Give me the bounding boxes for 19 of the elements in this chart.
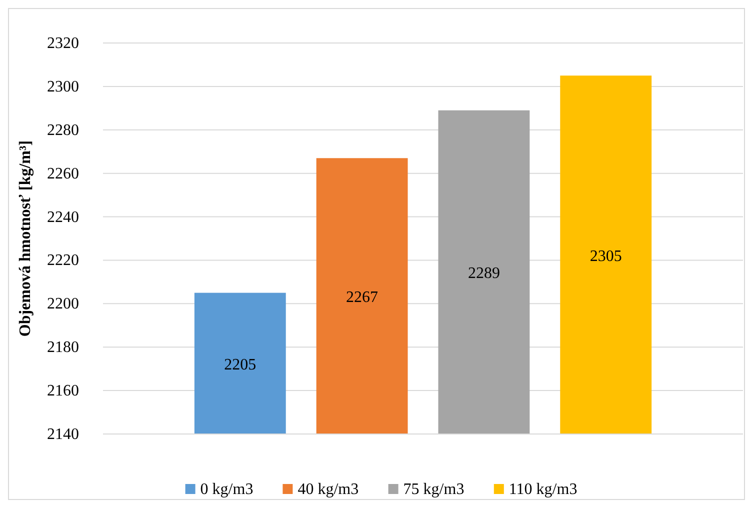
data-label: 2205 (224, 356, 256, 374)
data-label: 2289 (468, 265, 500, 282)
legend-label: 110 kg/m3 (508, 481, 578, 498)
y-tick-label: 2280 (47, 122, 79, 139)
y-axis-title: Objemová hmotnosť [kg/m³] (17, 140, 34, 337)
legend-label: 0 kg/m3 (200, 481, 254, 498)
y-tick-label: 2140 (47, 426, 79, 443)
data-label: 2267 (346, 289, 378, 306)
y-tick-label: 2320 (47, 35, 79, 52)
y-tick-label: 2200 (47, 296, 79, 313)
y-tick-label: 2300 (47, 78, 79, 96)
y-tick-label: 2180 (47, 339, 79, 356)
y-tick-label: 2220 (47, 252, 79, 270)
data-label: 2305 (590, 248, 622, 265)
y-tick-label: 2260 (47, 165, 79, 182)
legend-label: 75 kg/m3 (403, 481, 464, 498)
y-tick-label: 2160 (47, 382, 79, 400)
legend-label: 40 kg/m3 (298, 481, 359, 498)
y-tick-label: 2240 (47, 208, 79, 226)
